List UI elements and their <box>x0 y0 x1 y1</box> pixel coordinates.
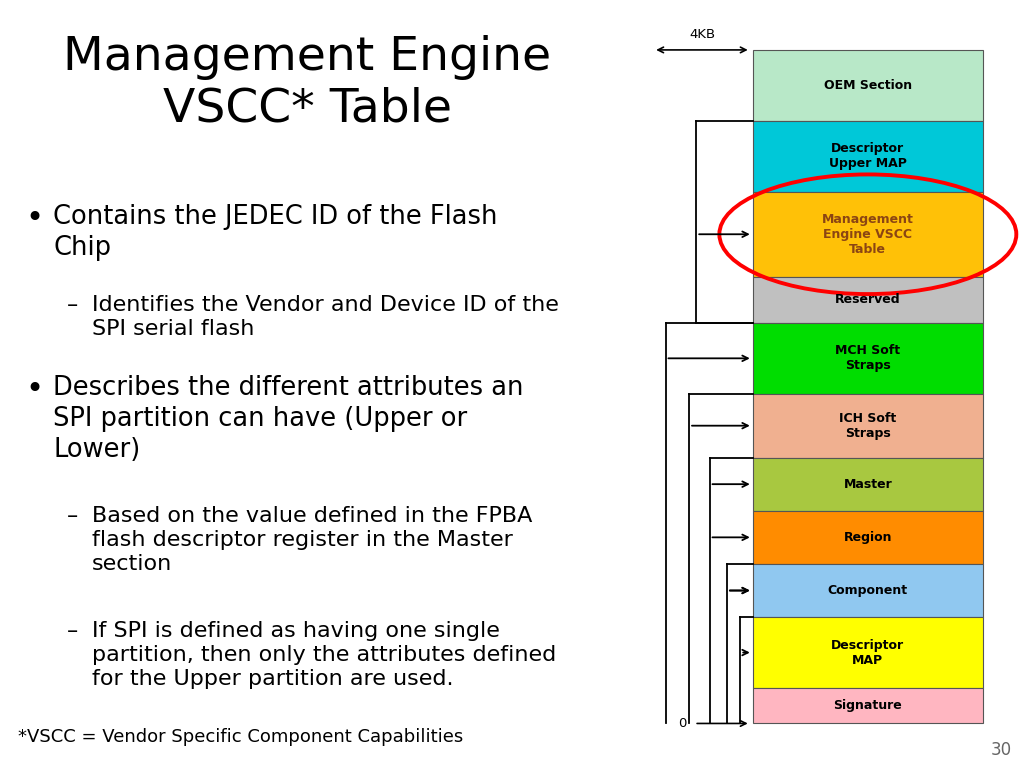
Bar <box>753 394 983 458</box>
Text: 30: 30 <box>990 741 1012 759</box>
Text: Contains the JEDEC ID of the Flash
Chip: Contains the JEDEC ID of the Flash Chip <box>53 204 498 260</box>
Text: If SPI is defined as having one single
partition, then only the attributes defin: If SPI is defined as having one single p… <box>92 621 556 690</box>
Text: –: – <box>67 506 78 526</box>
Text: Signature: Signature <box>834 699 902 712</box>
Bar <box>753 511 983 564</box>
Text: ICH Soft
Straps: ICH Soft Straps <box>840 412 896 440</box>
Bar <box>753 564 983 617</box>
Text: *VSCC = Vendor Specific Component Capabilities: *VSCC = Vendor Specific Component Capabi… <box>18 729 464 746</box>
Text: –: – <box>67 621 78 641</box>
Text: MCH Soft
Straps: MCH Soft Straps <box>836 344 900 372</box>
Text: Master: Master <box>844 478 892 491</box>
Text: –: – <box>67 295 78 315</box>
Text: Descriptor
Upper MAP: Descriptor Upper MAP <box>828 142 907 170</box>
Bar <box>753 121 983 192</box>
Text: •: • <box>26 204 44 233</box>
Bar <box>753 688 983 723</box>
Text: Region: Region <box>844 531 892 544</box>
Bar <box>753 192 983 276</box>
Bar <box>753 50 983 121</box>
Bar <box>753 617 983 688</box>
Text: Management Engine
VSCC* Table: Management Engine VSCC* Table <box>63 35 551 131</box>
Bar <box>753 323 983 394</box>
Text: •: • <box>26 375 44 404</box>
Bar <box>753 458 983 511</box>
Text: Component: Component <box>827 584 908 597</box>
Text: Descriptor
MAP: Descriptor MAP <box>831 638 904 667</box>
Bar <box>753 276 983 323</box>
Text: Management
Engine VSCC
Table: Management Engine VSCC Table <box>822 213 913 256</box>
Text: Based on the value defined in the FPBA
flash descriptor register in the Master
s: Based on the value defined in the FPBA f… <box>92 506 532 574</box>
Text: 0: 0 <box>678 717 686 730</box>
Text: Identifies the Vendor and Device ID of the
SPI serial flash: Identifies the Vendor and Device ID of t… <box>92 295 559 339</box>
Text: OEM Section: OEM Section <box>823 79 912 92</box>
Text: 4KB: 4KB <box>689 28 715 41</box>
Text: Describes the different attributes an
SPI partition can have (Upper or
Lower): Describes the different attributes an SP… <box>53 375 523 463</box>
Text: Reserved: Reserved <box>835 293 901 306</box>
